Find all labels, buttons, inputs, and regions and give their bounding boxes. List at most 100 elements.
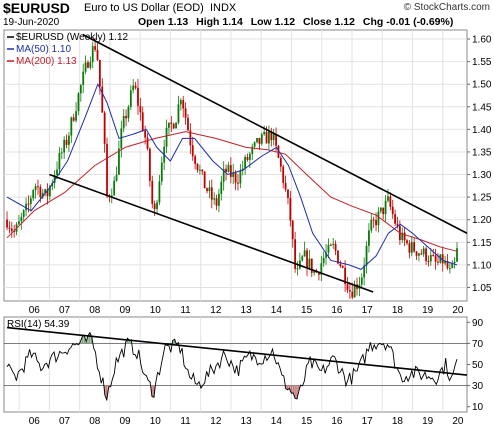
price-candle-body	[403, 232, 406, 241]
price-candle-body	[210, 187, 213, 200]
rsi-y-tick-label: 50	[472, 360, 484, 371]
price-candle-body	[63, 139, 66, 153]
rsi-y-tick-label: 70	[472, 339, 484, 350]
price-candle-body	[244, 157, 247, 169]
price-candle-body	[325, 252, 327, 258]
price-candle-body	[151, 180, 154, 204]
price-candle-body	[218, 193, 220, 206]
price-candle-body	[172, 123, 175, 129]
price-candle-body	[410, 242, 413, 253]
price-candle-body	[256, 138, 258, 143]
rsi-x-tick-label: 13	[241, 416, 253, 427]
price-candle-body	[298, 260, 301, 269]
price-candle-body	[65, 139, 68, 145]
price-candle-body	[37, 186, 39, 188]
price-candle-body	[320, 263, 323, 275]
price-candle-body	[263, 131, 266, 135]
price-candle-body	[391, 206, 394, 215]
price-candle-body	[334, 243, 337, 251]
rsi-x-tick-label: 17	[362, 416, 374, 427]
rsi-x-tick-label: 14	[271, 416, 283, 427]
price-candle-body	[301, 256, 304, 261]
price-candle-body	[184, 108, 187, 118]
price-candle-body	[313, 270, 316, 273]
price-candle-body	[225, 168, 227, 172]
price-x-tick-label: 16	[331, 305, 343, 316]
price-candle-body	[148, 148, 151, 181]
price-candle-body	[82, 71, 85, 86]
price-candle-body	[120, 128, 123, 149]
price-candle-body	[22, 210, 25, 217]
price-candle-body	[260, 134, 263, 144]
rsi-x-tick-label: 15	[301, 416, 313, 427]
price-y-tick-label: 1.50	[472, 80, 492, 91]
ma50-line	[6, 82, 458, 270]
rsi-x-tick-label: 06	[29, 416, 41, 427]
price-y-axis: 1.05 1.10 1.15 1.20 1.25 1.30 1.35 1.40 1.45 1.50…	[467, 35, 492, 294]
price-candle-body	[189, 130, 192, 146]
price-trendlines	[49, 33, 468, 293]
price-candle-body	[291, 220, 294, 240]
price-candle-body	[408, 243, 411, 253]
rsi-trendline	[6, 326, 468, 376]
rsi-line	[6, 331, 458, 402]
price-candle-body	[420, 253, 423, 255]
price-candle-body	[272, 133, 275, 141]
price-x-tick-label: 14	[271, 305, 283, 316]
price-candle-body	[89, 62, 92, 68]
change-value: Chg -0.01 (-0.69%)	[362, 16, 454, 28]
price-candle-body	[329, 244, 332, 246]
price-x-tick-label: 20	[452, 305, 464, 316]
price-candle-body	[53, 175, 56, 183]
price-candle-body	[132, 85, 135, 91]
price-candle-body	[368, 230, 370, 246]
price-candle-body	[375, 220, 377, 226]
price-candle-body	[425, 248, 427, 262]
symbol-title: $EURUSD	[3, 0, 70, 16]
price-candle-body	[34, 186, 37, 191]
rsi-y-tick-label: 30	[472, 381, 484, 392]
price-candle-body	[427, 261, 430, 263]
rsi-legend-label: RSI(14) 54.39	[7, 319, 70, 330]
price-candle-body	[134, 85, 137, 88]
price-y-tick-label: 1.35	[472, 147, 492, 158]
price-candle-body	[353, 284, 356, 298]
price-candle-body	[241, 168, 244, 171]
price-y-tick-label: 1.15	[472, 238, 492, 249]
price-candle-body	[182, 100, 185, 109]
price-candle-body	[401, 232, 404, 240]
price-candle-body	[29, 198, 32, 205]
price-y-tick-label: 1.10	[472, 260, 492, 271]
price-candle-body	[60, 152, 63, 154]
price-candle-body	[379, 207, 382, 212]
price-candle-body	[341, 266, 344, 268]
price-candle-body	[179, 100, 182, 105]
price-candle-body	[322, 257, 325, 264]
price-candle-body	[48, 186, 51, 197]
price-candle-body	[339, 263, 342, 267]
price-y-tick-label: 1.40	[472, 125, 492, 136]
price-candle-body	[87, 62, 89, 68]
price-legend-label: $EURUSD (Weekly) 1.12	[16, 32, 129, 43]
price-x-tick-label: 12	[210, 305, 222, 316]
price-candle-body	[91, 46, 94, 63]
price-candle-body	[222, 168, 225, 182]
price-x-tick-label: 08	[89, 305, 101, 316]
price-candle-body	[110, 195, 113, 197]
price-candle-body	[139, 105, 142, 113]
rsi-y-axis: 10 30 50 70 90	[467, 318, 484, 413]
rsi-trendline-segment	[6, 326, 468, 376]
chart-date: 19-Jun-2020	[3, 17, 60, 28]
price-candle-body	[160, 162, 163, 182]
price-candle-body	[275, 133, 277, 146]
rsi-panel: 10 30 50 70 90 06 07 08 09 10 11 12 13 14 15 16 17 18 19 2…	[3, 316, 484, 427]
price-candle-body	[348, 290, 351, 292]
price-candle-body	[84, 62, 87, 72]
price-candle-body	[394, 214, 397, 224]
price-candle-body	[103, 112, 106, 144]
price-y-tick-label: 1.60	[472, 35, 492, 46]
price-candle-body	[165, 127, 168, 147]
price-candle-body	[434, 255, 437, 262]
price-candle-body	[360, 277, 363, 285]
channel-trendline	[82, 33, 468, 234]
